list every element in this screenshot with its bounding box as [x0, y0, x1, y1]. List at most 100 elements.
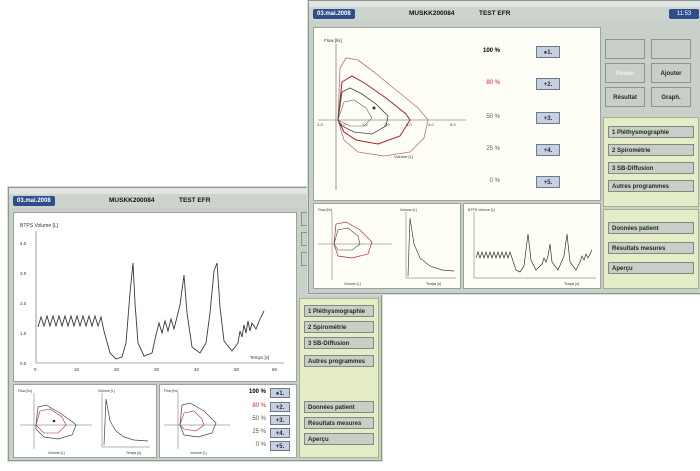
front-vol-time-ylabel: BTPS Volume [L]	[468, 208, 495, 212]
back-level-button-1[interactable]: ●1.	[270, 388, 290, 398]
front-titlebar	[309, 1, 700, 7]
front-bottom-left-panel: Flow [l/s] Volume [L] Volume [L] Temps […	[313, 203, 461, 289]
front-level-button-1[interactable]: ●1.	[536, 46, 560, 58]
front-blank-button[interactable]	[605, 39, 645, 59]
back-main-ytick: 0.0	[20, 361, 27, 366]
front-bottom-right-panel: BTPS Volume [L] Temps [s]	[463, 203, 601, 289]
back-menu-donnees-patient[interactable]: Données patient	[304, 401, 374, 413]
back-level-button-3[interactable]: +3.	[270, 415, 290, 425]
back-loop-time-charts: Flow [l/s] Volume [L] Volume [L] Temps […	[18, 389, 150, 455]
back-titlebar	[9, 188, 381, 194]
front-menu-spirometrie[interactable]: 2 Spirométrie	[608, 144, 694, 156]
front-vol-time-xlabel: Temps [s]	[564, 282, 579, 286]
back-patient-id: MUSKK200084	[109, 197, 155, 204]
front-menu-autres-programmes[interactable]: Autres programmes	[608, 180, 694, 192]
front-small-loop-xlabel: Volume [L]	[344, 282, 361, 286]
front-loop-xtick: 2.0	[384, 122, 390, 127]
back-menu-resultats-mesures[interactable]: Résultats mesures	[304, 417, 374, 429]
front-level-button-5[interactable]: +5.	[536, 176, 560, 188]
back-test-title: TEST EFR	[179, 197, 211, 204]
back-level-pct: 0 %	[255, 442, 266, 448]
front-graph-button[interactable]: Graph.	[651, 87, 691, 107]
back-bottom-left-panel: Flow [l/s] Volume [L] Volume [L] Temps […	[13, 384, 157, 458]
front-volume-time-chart: BTPS Volume [L] Temps [s]	[468, 208, 596, 286]
front-loop-xtick: -1.0	[316, 122, 324, 127]
front-level-button-3[interactable]: +3.	[536, 112, 560, 124]
front-patient-id: MUSKK200084	[409, 10, 455, 17]
front-level-pct: 25 %	[486, 146, 500, 152]
back-header: 03.mai.2008 MUSKK200084 TEST EFR	[9, 194, 381, 208]
front-small-loop-ylabel: Flow [l/s]	[318, 208, 332, 212]
front-menu-donnees-patient[interactable]: Données patient	[608, 222, 694, 234]
front-menu-resultats-mesures[interactable]: Résultats mesures	[608, 242, 694, 254]
front-loop-chart-panel: Flow [l/s] -1.0 0.0 1.0 2.0 3.0 4.0 5.0 …	[313, 27, 601, 201]
back-level-pct: 25 %	[252, 429, 266, 435]
front-loop-curve-100	[337, 57, 429, 157]
back-time1-curve	[103, 398, 149, 446]
front-small-charts: Flow [l/s] Volume [L] Volume [L] Temps […	[318, 208, 456, 286]
front-loop-xtick: 0.0	[340, 122, 346, 127]
front-loop-xtick: 3.0	[406, 122, 412, 127]
back-loop2-ylabel: Flow [l/s]	[164, 389, 178, 393]
front-window: 03.mai.2008 MUSKK200084 TEST EFR 11:53 F…	[308, 0, 700, 294]
front-header: 03.mai.2008 MUSKK200084 TEST EFR 11:53	[309, 7, 700, 21]
back-volume-trace	[37, 262, 265, 360]
front-clock: 11:53	[669, 9, 699, 19]
front-level-button-4[interactable]: +4.	[536, 144, 560, 156]
front-date-badge: 03.mai.2008	[313, 9, 355, 19]
back-time1-xlabel: Temps [s]	[126, 451, 141, 455]
back-time1-ylabel: Volume [L]	[98, 389, 115, 393]
front-small-time-ylabel: Volume [L]	[400, 208, 417, 212]
front-menu-sb-diffusion[interactable]: 3 SB-Diffusion	[608, 162, 694, 174]
back-level-button-2[interactable]: +2.	[270, 402, 290, 412]
back-main-chart: BTPS Volume [L] 4.0 3.0 2.0 1.0 0.0 0 10…	[20, 223, 284, 372]
back-level-pct: 100 %	[248, 389, 266, 395]
back-main-ytick: 3.0	[20, 271, 27, 276]
front-ajouter-button[interactable]: Ajouter	[651, 63, 691, 83]
back-main-xtick: 50	[234, 367, 240, 372]
back-main-chart-panel: BTPS Volume [L] 4.0 3.0 2.0 1.0 0.0 0 10…	[13, 212, 297, 382]
front-sidebar-bottom: Données patient Résultats mesures Aperçu	[603, 209, 699, 289]
front-loop-chart: Flow [l/s] -1.0 0.0 1.0 2.0 3.0 4.0 5.0 …	[316, 38, 466, 190]
back-menu-apercu[interactable]: Aperçu	[304, 433, 374, 445]
back-main-xtick: 20	[114, 367, 120, 372]
back-loop1-ylabel: Flow [l/s]	[18, 389, 32, 393]
back-main-xtick: 10	[74, 367, 80, 372]
back-loop2-xlabel: Volume [L]	[190, 451, 207, 455]
back-menu-autres-programmes[interactable]: Autres programmes	[304, 355, 374, 367]
back-loop1-curve	[35, 404, 77, 440]
front-pause-button[interactable]: Pause	[605, 63, 645, 83]
back-level-button-4[interactable]: +4.	[270, 428, 290, 438]
front-level-pct: 80 %	[486, 80, 500, 86]
front-loop-ylabel: Flow [l/s]	[324, 38, 342, 43]
front-level-pct: 0 %	[489, 178, 500, 184]
back-main-ytick: 4.0	[20, 241, 27, 246]
front-menu-plethysmographie[interactable]: 1 Pléthysmographie	[608, 126, 694, 138]
back-loop1-xlabel: Volume [L]	[48, 451, 65, 455]
back-main-xtick: 30	[154, 367, 160, 372]
back-main-ytick: 1.0	[20, 331, 27, 336]
back-loop2-chart: Flow [l/s] Volume [L]	[164, 389, 230, 455]
back-menu-spirometrie[interactable]: 2 Spirométrie	[304, 321, 374, 333]
back-main-xtick: 60	[272, 367, 278, 372]
back-bottom-right-panel: Flow [l/s] Volume [L] 100 % ●1. 80 % +2.…	[159, 384, 297, 458]
front-level-pct: 100 %	[482, 48, 500, 54]
back-menu-sb-diffusion[interactable]: 3 SB-Diffusion	[304, 337, 374, 349]
back-main-ytick: 2.0	[20, 301, 27, 306]
front-loop-xtick: 5.0	[450, 122, 456, 127]
front-small-time-xlabel: Temps [s]	[426, 282, 441, 286]
back-level-pct: 80 %	[252, 403, 266, 409]
back-date-badge: 03.mai.2008	[13, 196, 55, 206]
front-menu-apercu[interactable]: Aperçu	[608, 262, 694, 274]
back-main-ylabel: BTPS Volume [L]	[20, 223, 59, 229]
front-resultat-button[interactable]: Résultat	[605, 87, 645, 107]
front-loop-xtick: 4.0	[428, 122, 434, 127]
back-level-pct: 50 %	[252, 416, 266, 422]
front-level-button-2[interactable]: +2.	[536, 78, 560, 90]
front-level-pct: 50 %	[486, 114, 500, 120]
back-loop2-curve	[179, 402, 217, 438]
front-blank-button[interactable]	[651, 39, 691, 59]
back-level-button-5[interactable]: +5.	[270, 441, 290, 451]
back-menu-plethysmographie[interactable]: 1 Pléthysmographie	[304, 305, 374, 317]
back-main-xtick: 0	[34, 367, 37, 372]
